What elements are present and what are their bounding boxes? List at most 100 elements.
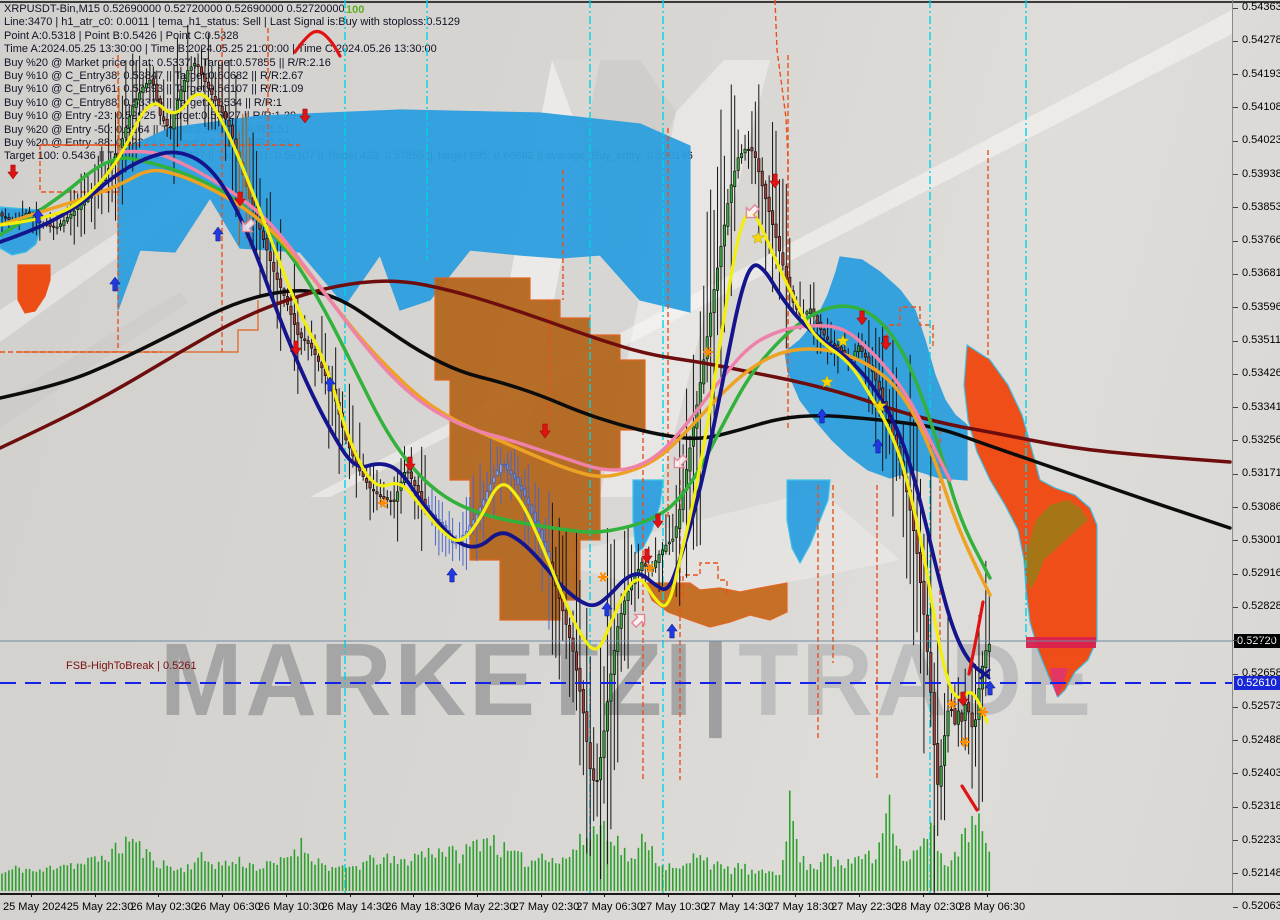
price-axis-label: 0.53086 xyxy=(1242,500,1280,513)
candle-body xyxy=(471,519,475,525)
candle-body xyxy=(179,89,183,101)
candle-body xyxy=(76,207,80,210)
candle-body xyxy=(69,213,73,219)
hollow-arrow-icon xyxy=(630,613,646,629)
candle-body xyxy=(513,473,517,480)
orange-dashed-path xyxy=(774,0,789,360)
time-axis-label: 27 May 10:30 xyxy=(640,901,707,913)
candle-body xyxy=(261,230,265,240)
time-axis-label: 25 May 22:30 xyxy=(66,901,134,913)
candle-body xyxy=(688,447,692,472)
time-axis-label: 28 May 06:30 xyxy=(958,901,1026,913)
watermark-separator: | xyxy=(701,621,733,738)
sell-arrow-icon xyxy=(404,456,416,472)
sell-arrow-icon xyxy=(769,173,781,189)
price-axis-label: 0.54363 xyxy=(1242,1,1280,13)
ma-navy xyxy=(0,150,990,678)
candle-body xyxy=(62,220,66,226)
candle-body xyxy=(867,356,871,365)
x-marker-icon[interactable] xyxy=(979,668,991,680)
candle-body xyxy=(740,153,744,158)
candle-body xyxy=(757,158,761,173)
price-axis[interactable]: 0.52720 0.52610 0.54363 0.54278 0.54193 0.5… xyxy=(1232,0,1280,912)
price-axis-label: 0.54193 xyxy=(1242,67,1280,80)
symbol-ohlc-line: XRPUSDT-Bin,M15 0.52690000 0.52720000 0.… xyxy=(4,3,345,15)
horizontal-lines-layer[interactable] xyxy=(0,640,1232,684)
price-tick xyxy=(1233,540,1238,542)
candle-body xyxy=(805,311,809,315)
asterisk-icon[interactable] xyxy=(947,699,957,709)
orange-dashed-path xyxy=(682,562,728,597)
candle-body xyxy=(726,203,730,227)
ma-orange xyxy=(0,168,992,597)
candle-body xyxy=(808,308,812,314)
price-tick xyxy=(1233,7,1238,9)
price-axis-label: 0.54278 xyxy=(1242,34,1280,47)
candle-body xyxy=(640,562,644,571)
time-axis-label: 27 May 14:30 xyxy=(703,901,771,913)
candle-body xyxy=(289,305,293,315)
kumo-blue-tongue-2 xyxy=(786,479,831,565)
asterisk-icon[interactable] xyxy=(960,737,970,747)
candle-body xyxy=(874,371,878,381)
time-axis[interactable]: 25 May 2024 25 May 22:30 26 May 02:30 26 Ma… xyxy=(0,893,1280,920)
asterisk-icon[interactable] xyxy=(378,498,388,508)
drawn-objects-layer[interactable] xyxy=(293,29,985,812)
candle-body xyxy=(224,111,228,120)
candle-body xyxy=(272,261,276,272)
candle-body xyxy=(623,600,627,615)
candle-body xyxy=(967,702,971,713)
fsb-price-badge: 0.52610 xyxy=(1234,676,1280,690)
candle-body xyxy=(925,614,929,652)
candle-body xyxy=(709,312,713,337)
asterisk-icon[interactable] xyxy=(703,347,713,357)
red-trend-line xyxy=(967,600,985,676)
candle-body xyxy=(7,217,11,220)
hollow-arrow-icon xyxy=(745,203,761,219)
price-tick xyxy=(1233,240,1238,242)
price-tick xyxy=(1233,706,1238,708)
price-axis-label: 0.52488 xyxy=(1242,733,1280,746)
candle-body xyxy=(124,127,128,138)
asterisk-icon[interactable] xyxy=(598,572,608,582)
candle-body xyxy=(186,70,190,82)
time-axis-label: 26 May 22:30 xyxy=(448,901,516,913)
price-tick xyxy=(1233,873,1238,875)
price-tick xyxy=(1233,740,1238,742)
asterisk-icon[interactable] xyxy=(978,707,988,717)
candle-body xyxy=(310,342,314,349)
time-axis-label: 27 May 22:30 xyxy=(831,901,898,913)
buy-arrow-icon xyxy=(32,208,44,224)
moving-averages-layer xyxy=(0,92,1232,724)
candle-body xyxy=(265,238,269,251)
candle-body xyxy=(564,609,568,625)
price-tick xyxy=(1233,473,1238,475)
chart-area[interactable]: MARKETZI|TRADE XRPUSDT-Bin,M15 0.5269000… xyxy=(0,0,1232,893)
candle-body xyxy=(857,345,861,353)
candle-body xyxy=(210,87,214,95)
candle-body xyxy=(155,83,159,101)
asterisk-icon[interactable] xyxy=(645,563,655,573)
candle-body xyxy=(488,483,492,492)
time-tick xyxy=(859,893,861,897)
candle-body xyxy=(746,148,750,151)
kumo-crimson-stripe xyxy=(1026,637,1096,648)
star-icon xyxy=(820,374,834,388)
candle-body xyxy=(196,64,200,67)
candle-body xyxy=(72,210,76,216)
time-tick xyxy=(795,893,797,897)
candle-body xyxy=(860,345,864,352)
price-tick xyxy=(1233,673,1238,675)
candle-body xyxy=(581,689,585,714)
time-tick xyxy=(922,893,924,897)
candle-body xyxy=(389,500,393,502)
candle-body xyxy=(296,322,300,335)
candle-body xyxy=(175,99,179,115)
candle-body xyxy=(960,712,964,722)
chart-plot-canvas[interactable] xyxy=(0,0,1232,893)
price-tick xyxy=(1233,507,1238,508)
signal-markers-layer[interactable] xyxy=(7,108,996,747)
candle-body xyxy=(409,471,413,480)
kumo-orange-left-blob xyxy=(17,264,51,314)
